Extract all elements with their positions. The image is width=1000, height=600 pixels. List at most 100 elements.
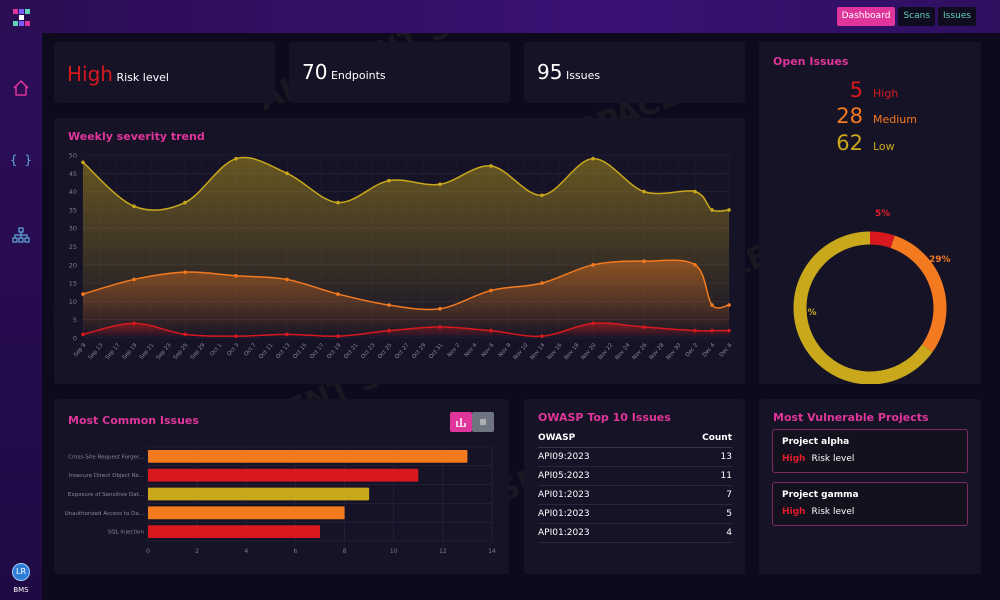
data-point (489, 288, 493, 293)
common-issues-title: Most Common Issues (68, 414, 199, 427)
x-tick-label: Nov 8 (498, 342, 513, 358)
nav-dashboard-button[interactable]: Dashboard (836, 7, 896, 26)
x-tick-label: Nov 6 (481, 342, 496, 358)
table-row[interactable]: API05:2023 11 (538, 466, 732, 486)
x-tick-label: Oct 3 (226, 342, 240, 358)
data-point (285, 171, 289, 176)
owasp-id: API01:2023 (538, 504, 661, 524)
project-card-gamma[interactable]: Project gamma High Risk level (772, 482, 968, 526)
category-label: SQL Injection (108, 530, 145, 536)
open-issues-card: Open Issues 5 High 28 Medium 62 Low 5% 2… (759, 42, 981, 384)
open-high-count: 5 (849, 78, 863, 102)
table-row[interactable]: API01:2023 4 (538, 523, 732, 543)
x-tick-label: Nov 24 (614, 342, 631, 361)
owasp-count: 11 (660, 466, 732, 486)
endpoints-card: 70 Endpoints (289, 42, 510, 103)
data-point (285, 277, 289, 282)
x-tick-label: 6 (294, 548, 298, 555)
data-point (438, 306, 442, 311)
donut-low-percent: 65% (795, 308, 817, 318)
nav-issues-button[interactable]: Issues (938, 7, 976, 26)
donut-slice-medium (890, 235, 947, 352)
category-label: Exposure of Sensitive Dat... (68, 492, 144, 498)
home-icon[interactable] (11, 78, 31, 98)
y-tick-label: 30 (69, 225, 77, 233)
list-view-toggle[interactable] (472, 412, 494, 432)
data-point (642, 259, 646, 263)
donut-medium-percent: 29% (929, 255, 951, 265)
open-high-label: High (873, 87, 899, 100)
open-issues-low: 62 Low (833, 131, 895, 155)
x-tick-label: Oct 25 (377, 342, 394, 360)
x-tick-label: Nov 22 (597, 342, 614, 361)
data-point (591, 321, 595, 326)
owasp-count: 5 (660, 504, 732, 524)
x-tick-label: Nov 18 (563, 342, 580, 361)
data-point (693, 263, 697, 267)
x-tick-label: Oct 1 (209, 342, 223, 357)
data-point (336, 200, 340, 205)
project-card-alpha[interactable]: Project alpha High Risk level (772, 429, 968, 473)
nav-scans-button[interactable]: Scans (898, 7, 936, 26)
x-tick-label: Sep 25 (173, 342, 190, 361)
code-braces-icon[interactable]: { } (10, 150, 32, 170)
x-tick-label: Nov 16 (546, 342, 563, 361)
weekly-trend-title: Weekly severity trend (68, 130, 205, 143)
owasp-header-row: OWASP Count (538, 431, 732, 448)
category-label: Insecure Direct Object Re... (69, 473, 144, 479)
data-point (387, 328, 391, 333)
data-point (387, 303, 391, 307)
owasp-count: 4 (660, 523, 732, 543)
owasp-card: OWASP Top 10 Issues OWASP Count API09:20… (524, 399, 745, 574)
endpoints-label: Endpoints (330, 69, 386, 82)
sidebar: { } LR BMS (0, 33, 42, 600)
x-tick-label: Sep 9 (73, 342, 88, 358)
data-point (710, 328, 714, 333)
y-tick-label: 25 (69, 243, 77, 251)
y-tick-label: 5 (73, 316, 77, 324)
data-point (591, 263, 595, 267)
open-medium-count: 28 (836, 104, 863, 128)
x-tick-label: Sep 29 (190, 342, 207, 361)
owasp-id: API01:2023 (538, 485, 661, 505)
common-issues-card: Most Common Issues 0 2 4 6 8 10 12 14 Cross-Site… (54, 399, 509, 574)
data-point (183, 200, 187, 205)
donut-high-percent: 5% (875, 209, 891, 219)
data-point (710, 208, 714, 212)
avatar[interactable]: LR (12, 563, 30, 581)
app-logo-icon[interactable] (13, 9, 30, 26)
project-risk: High Risk level (782, 507, 854, 517)
x-tick-label: Sep 19 (122, 342, 139, 361)
risk-level-value: High (67, 62, 113, 86)
open-low-label: Low (873, 140, 895, 153)
sitemap-icon[interactable] (11, 225, 31, 245)
category-label: Unauthorized Access to Da... (65, 511, 145, 517)
x-tick-label: 14 (488, 548, 496, 555)
x-tick-label: Oct 27 (394, 342, 411, 360)
x-tick-label: 4 (244, 548, 248, 555)
data-point (132, 277, 136, 282)
x-tick-label: 0 (146, 548, 150, 555)
y-tick-label: 10 (69, 298, 77, 306)
y-tick-label: 20 (69, 261, 77, 269)
count-column-header: Count (660, 431, 732, 448)
x-tick-label: Oct 31 (428, 342, 444, 360)
open-issues-high: 5 High (833, 78, 899, 102)
data-point (81, 160, 85, 165)
data-point (642, 325, 646, 329)
table-row[interactable]: API09:2023 13 (538, 447, 732, 467)
table-row[interactable]: API01:2023 7 (538, 485, 732, 505)
bar-view-toggle[interactable] (450, 412, 472, 432)
data-point (336, 334, 340, 338)
data-point (727, 208, 731, 212)
donut-slice-high (869, 231, 895, 249)
data-point (336, 292, 340, 296)
owasp-id: API09:2023 (538, 447, 661, 467)
open-low-count: 62 (836, 131, 863, 155)
table-row[interactable]: API01:2023 5 (538, 504, 732, 524)
open-issues-medium: 28 Medium (833, 104, 917, 128)
vulnerable-projects-card: Most Vulnerable Projects Project alpha H… (759, 399, 981, 574)
x-tick-label: Nov 4 (464, 342, 479, 358)
bar (148, 506, 345, 520)
